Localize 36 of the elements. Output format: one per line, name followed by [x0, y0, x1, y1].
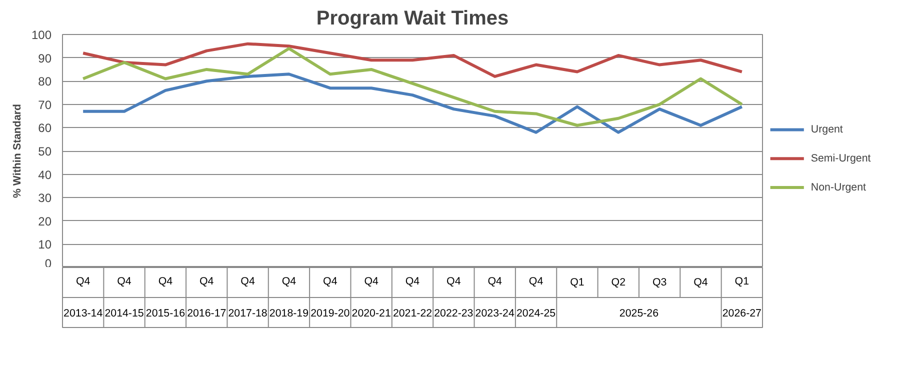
y-tick-label: 40 — [38, 168, 52, 182]
chart-title: Program Wait Times — [316, 8, 509, 30]
y-tick-label: 100 — [31, 28, 52, 42]
y-tick-label: 70 — [38, 98, 52, 112]
legend-label: Semi-Urgent — [810, 152, 871, 165]
category-label: Q4 2022-23 — [434, 275, 474, 320]
line-series — [82, 72, 744, 134]
category-label: Q4 2015-16 — [146, 275, 185, 320]
category-label: Q4 2017-18 — [228, 275, 268, 320]
category-label: Q4 2018-19 — [269, 275, 309, 320]
y-axis-title: % Within Standard — [11, 104, 24, 198]
line-series — [82, 46, 744, 127]
x-tick-label: Q2 — [611, 276, 626, 288]
x-tick-label: Q1 — [570, 276, 584, 288]
category-label: Q4 2016-17 — [187, 275, 226, 320]
legend-label: Urgent — [810, 124, 843, 136]
y-tick-label: 60 — [38, 121, 52, 136]
x-tick-label: Q4 — [694, 276, 708, 288]
category-label: Q4 2014-15 — [104, 275, 144, 320]
category-label: Q4 2024-25 — [516, 275, 556, 320]
y-tick-label: 80 — [38, 74, 52, 89]
legend-label: Non-Urgent — [810, 182, 866, 194]
category-label: Q4 2021-22 — [392, 275, 432, 320]
y-tick-label: 30 — [38, 191, 52, 206]
category-label: Q4 2023-24 — [475, 275, 514, 320]
category-label: Q1 2026-27 — [722, 275, 762, 320]
category-label: Q4 2019-20 — [310, 275, 350, 320]
y-tick-label: 50 — [38, 144, 52, 158]
y-tick-label: 10 — [38, 238, 52, 252]
x-tick-label: Q3 — [652, 276, 667, 288]
y-tick-label: 20 — [38, 214, 52, 228]
category-label: Q4 2013-14 — [64, 275, 103, 320]
category-label: Q4 2020-21 — [352, 275, 391, 320]
line-series — [82, 42, 744, 78]
text: 2025-26 — [619, 308, 659, 320]
y-tick-label: 90 — [38, 51, 52, 66]
